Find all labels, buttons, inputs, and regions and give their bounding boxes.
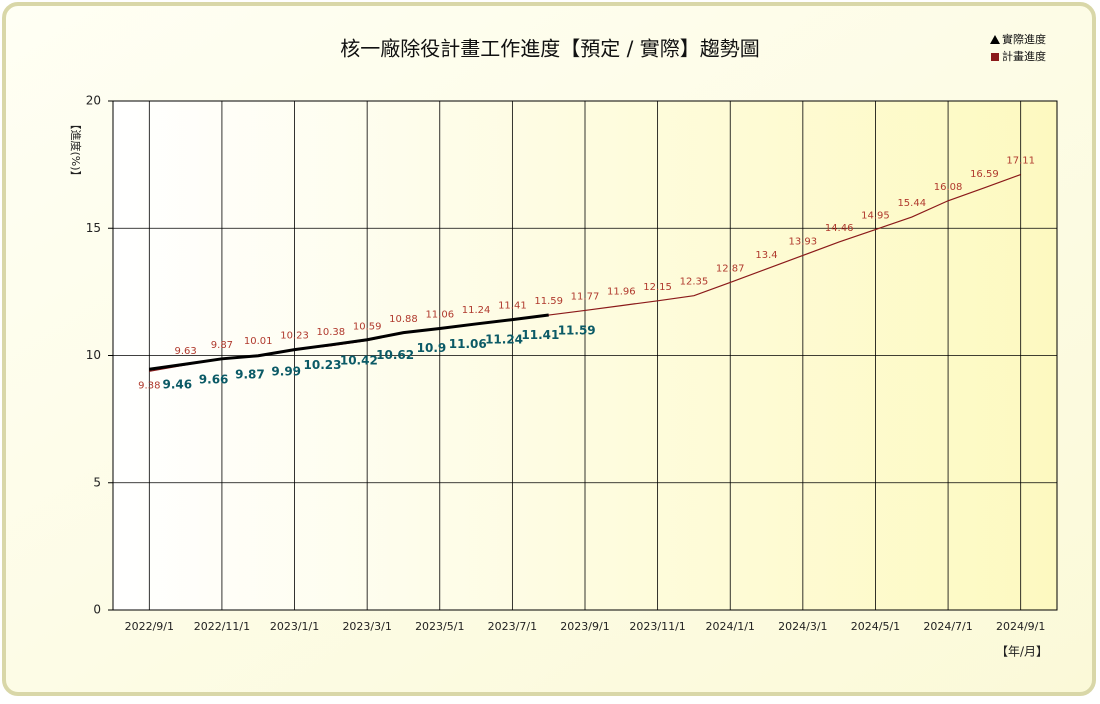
data-label: 11.41 [498,301,527,312]
x-tick-label: 2024/1/1 [706,620,755,633]
data-label: 10.23 [304,358,342,372]
data-label: 11.41 [521,328,559,342]
data-label: 11.24 [462,305,491,316]
data-label: 17.11 [1006,156,1035,167]
x-tick-label: 2023/3/1 [342,620,391,633]
data-label: 10.01 [244,336,273,347]
data-label: 9.87 [211,340,233,351]
data-label: 11.24 [485,332,523,346]
data-label: 11.06 [449,337,487,351]
data-label: 13.93 [789,236,818,247]
data-label: 12.35 [680,277,709,288]
data-label: 9.99 [271,364,301,378]
legend-label: 實際進度 [1002,32,1046,46]
y-tick-label: 10 [86,348,101,362]
x-tick-label: 2024/5/1 [851,620,900,633]
x-tick-label: 2023/1/1 [270,620,319,633]
y-tick-label: 0 [93,603,101,617]
x-tick-label: 2024/3/1 [778,620,827,633]
y-tick-label: 5 [93,475,101,489]
x-tick-label: 2022/11/1 [194,620,250,633]
legend-marker [990,35,1000,44]
data-label: 14.46 [825,223,854,234]
x-tick-label: 2023/5/1 [415,620,464,633]
data-label: 10.62 [376,348,414,362]
data-label: 13.4 [755,250,777,261]
data-label: 10.88 [389,314,418,325]
data-label: 11.59 [534,296,563,307]
data-label: 10.23 [280,331,309,342]
legend-label: 計畫進度 [1002,49,1046,63]
data-label: 16.08 [934,182,963,193]
data-label: 10.59 [353,321,382,332]
data-label: 11.06 [425,310,454,321]
legend-marker [991,53,999,61]
data-label: 10.42 [340,353,378,367]
data-label: 14.95 [861,211,890,222]
data-label: 10.38 [317,327,346,338]
data-label: 11.96 [607,287,636,298]
x-tick-label: 2024/7/1 [923,620,972,633]
data-label: 12.15 [643,282,672,293]
chart-title: 核一廠除役計畫工作進度【預定 / 實際】趨勢圖 [340,37,759,61]
data-label: 12.87 [716,263,745,274]
data-label: 9.87 [235,367,265,381]
x-axis-label: 【年/月】 [996,645,1048,659]
x-tick-label: 2023/9/1 [560,620,609,633]
y-tick-label: 15 [86,221,101,235]
x-tick-label: 2023/7/1 [488,620,537,633]
data-label: 16.59 [970,169,999,180]
data-label: 9.63 [174,346,196,357]
x-tick-label: 2024/9/1 [996,620,1045,633]
data-label: 11.77 [571,291,600,302]
data-label: 10.9 [417,341,447,355]
series-line [149,313,549,371]
x-tick-label: 2023/11/1 [629,620,685,633]
data-label: 9.66 [199,373,229,387]
data-label: 15.44 [897,198,926,209]
data-label: 9.38 [138,380,160,391]
y-axis-label: 【進度(%)】 [69,118,83,181]
y-tick-label: 20 [86,94,101,108]
data-label: 9.46 [163,378,193,392]
data-label: 11.59 [558,324,596,338]
x-tick-label: 2022/9/1 [125,620,174,633]
